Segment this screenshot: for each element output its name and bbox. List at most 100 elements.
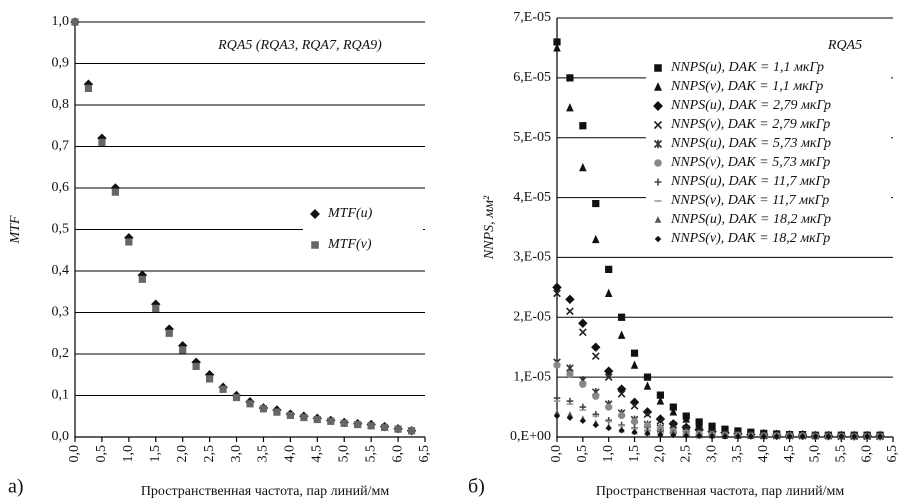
data-point	[812, 433, 819, 440]
data-point	[877, 433, 884, 440]
data-point	[605, 265, 613, 273]
x-tick-label: 6,0	[390, 445, 405, 463]
data-point	[246, 400, 254, 408]
data-point	[655, 414, 666, 424]
x-tick-label: 4,5	[782, 445, 797, 463]
data-point	[696, 432, 703, 439]
y-tick-label: 0,9	[52, 56, 70, 71]
x-tick-label: 1,0	[601, 445, 616, 463]
data-point	[747, 433, 754, 440]
panel-label: б)	[468, 476, 485, 498]
x-tick-label: 0,5	[575, 445, 590, 463]
data-point	[643, 410, 652, 419]
x-tick-label: 3,0	[704, 445, 719, 463]
data-point	[669, 407, 678, 416]
data-point	[566, 103, 574, 112]
y-tick-label: 4,E-05	[513, 190, 551, 205]
data-point	[84, 84, 93, 92]
annotation: RQA5	[827, 38, 862, 53]
data-point	[656, 391, 664, 399]
data-point	[591, 342, 601, 352]
data-point	[578, 328, 587, 337]
data-point	[618, 313, 626, 321]
data-point	[643, 373, 652, 381]
x-tick-label: 3,5	[730, 445, 745, 463]
data-point	[566, 74, 574, 82]
data-point	[192, 362, 200, 371]
y-tick-label: 6,E-05	[513, 70, 551, 85]
x-tick-label: 5,5	[834, 445, 849, 463]
data-point	[643, 381, 652, 390]
x-tick-label: 5,0	[336, 445, 351, 463]
data-point	[313, 415, 321, 424]
legend-label: MTF(u)	[327, 206, 373, 221]
data-point	[553, 412, 561, 420]
legend-marker	[654, 216, 662, 223]
data-point	[592, 199, 600, 208]
data-point	[152, 304, 160, 312]
y-tick-label: 0,6	[52, 180, 70, 195]
data-point	[591, 352, 600, 361]
data-point	[232, 393, 241, 402]
data-point	[657, 431, 664, 438]
data-point	[394, 425, 402, 433]
data-point	[579, 380, 587, 388]
legend-marker	[654, 235, 662, 243]
data-point	[642, 407, 653, 417]
data-point	[367, 422, 375, 430]
legend-marker	[654, 64, 662, 72]
data-point	[644, 430, 651, 437]
y-tick-label: 0,4	[52, 263, 70, 278]
data-point	[669, 403, 677, 411]
data-point	[603, 366, 614, 376]
data-point	[340, 419, 348, 427]
x-tick-label: 2,0	[175, 445, 190, 463]
data-point	[618, 427, 625, 434]
x-tick-label: 6,5	[885, 445, 900, 463]
x-axis-title: Пространственная частота, пар линий/мм	[141, 484, 390, 499]
legend-marker	[653, 120, 663, 130]
data-point	[656, 396, 665, 405]
data-point	[71, 18, 79, 26]
data-point	[179, 346, 187, 354]
y-tick-label: 0,8	[52, 97, 70, 112]
x-tick-label: 2,5	[678, 445, 693, 463]
legend-box	[646, 58, 891, 248]
legend-label: NNPS(v), DAK = 5,73 мкГр	[670, 155, 830, 170]
data-point	[617, 330, 626, 339]
data-point	[656, 416, 665, 425]
legend-marker	[654, 82, 662, 91]
y-tick-label: 7,E-05	[513, 10, 551, 25]
data-point	[630, 402, 639, 410]
y-tick-label: 0,7	[52, 139, 70, 154]
y-tick-label: 1,0	[52, 14, 70, 29]
data-point	[721, 433, 729, 440]
y-tick-label: 1,E-05	[513, 369, 551, 384]
x-tick-label: 1,5	[148, 445, 163, 463]
data-point	[354, 420, 362, 429]
legend-label: NNPS(u), DAK = 2,79 мкГр	[670, 98, 831, 113]
data-point	[618, 411, 626, 419]
data-point	[630, 417, 639, 425]
x-tick-label: 0,0	[67, 445, 82, 463]
x-tick-label: 6,5	[417, 445, 432, 463]
legend-label: NNPS(v), DAK = 2,79 мкГр	[670, 117, 830, 132]
data-point	[407, 427, 416, 435]
data-point	[838, 433, 845, 440]
data-point	[617, 390, 626, 398]
data-point	[206, 375, 214, 383]
x-tick-label: 5,5	[363, 445, 378, 463]
data-point	[566, 414, 573, 421]
data-point	[604, 288, 613, 297]
data-point	[381, 423, 389, 432]
data-point	[138, 275, 146, 283]
x-tick-label: 6,0	[859, 445, 874, 463]
x-tick-label: 0,0	[549, 445, 564, 463]
data-point	[616, 384, 627, 394]
data-point	[553, 38, 561, 46]
x-tick-label: 5,0	[808, 445, 823, 463]
legend-box	[303, 204, 423, 266]
data-point	[851, 433, 858, 440]
data-point	[566, 370, 574, 378]
data-point	[553, 289, 561, 298]
